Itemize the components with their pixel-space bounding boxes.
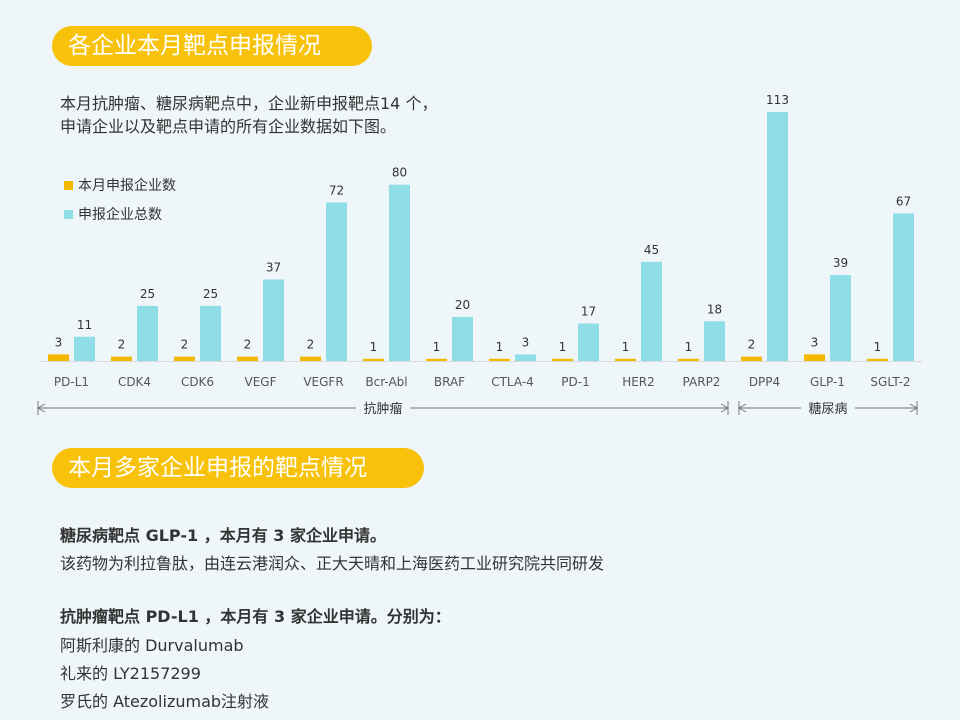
bar-monthly	[615, 358, 636, 361]
bar-value-label: 17	[581, 305, 596, 319]
bar-value-label: 2	[307, 338, 315, 352]
bar-monthly	[174, 356, 195, 361]
bar-monthly	[237, 356, 258, 361]
bar-value-label: 1	[874, 340, 882, 354]
bar-total	[200, 305, 221, 361]
bar-value-label: 25	[203, 287, 218, 301]
bar-chart: 311PD-L1225CDK4225CDK6237VEGF272VEGFR180…	[36, 93, 922, 417]
group-label: 抗肿瘤	[363, 401, 402, 417]
bar-total	[830, 275, 851, 361]
bar-value-label: 113	[766, 93, 789, 107]
bar-monthly	[300, 356, 321, 361]
bar-value-label: 2	[748, 338, 756, 352]
bar-value-label: 25	[140, 287, 155, 301]
bar-monthly	[804, 354, 825, 361]
bar-monthly	[678, 358, 699, 361]
section-title-multi: 本月多家企业申报的靶点情况	[52, 448, 424, 488]
bar-value-label: 1	[496, 340, 504, 354]
bar-total	[137, 305, 158, 361]
bar-value-label: 3	[522, 335, 530, 349]
category-label: VEGFR	[303, 375, 343, 389]
bar-monthly	[552, 358, 573, 361]
bar-total	[389, 184, 410, 361]
intro-line-2: 申请企业以及靶点申请的所有企业数据如下图。	[60, 117, 397, 136]
pdl1-heading: 抗肿瘤靶点 PD-L1 ，本月有 3 家企业申请。分别为：	[60, 607, 451, 626]
bar-value-label: 72	[329, 183, 344, 197]
bar-value-label: 18	[707, 302, 722, 316]
section-title-targets: 各企业本月靶点申报情况	[52, 26, 372, 66]
bar-value-label: 80	[392, 166, 407, 180]
glp1-heading: 糖尿病靶点 GLP-1 ，本月有 3 家企业申请。	[60, 526, 386, 545]
bar-value-label: 1	[622, 340, 630, 354]
bar-value-label: 3	[811, 335, 819, 349]
pdl1-item: 礼来的 LY2157299	[60, 664, 201, 683]
category-label: PD-1	[561, 375, 589, 389]
category-label: BRAF	[434, 375, 465, 389]
bar-monthly	[426, 358, 447, 361]
category-label: GLP-1	[810, 375, 845, 389]
pdl1-item: 阿斯利康的 Durvalumab	[60, 636, 244, 655]
bar-total	[893, 213, 914, 361]
bar-value-label: 3	[55, 335, 63, 349]
category-label: CDK4	[118, 375, 151, 389]
bar-total	[704, 321, 725, 361]
bar-value-label: 37	[266, 260, 281, 274]
bar-monthly	[48, 354, 69, 361]
category-label: SGLT-2	[870, 375, 910, 389]
bar-value-label: 2	[118, 338, 126, 352]
legend-label: 申报企业总数	[78, 206, 162, 223]
bar-total	[767, 112, 788, 361]
bar-value-label: 2	[181, 338, 189, 352]
bar-value-label: 1	[433, 340, 441, 354]
bar-value-label: 20	[455, 298, 470, 312]
intro-line-1: 本月抗肿瘤、糖尿病靶点中，企业新申报靶点14 个，	[60, 94, 438, 113]
group-arrow-left	[36, 403, 46, 413]
bar-value-label: 1	[370, 340, 378, 354]
bar-value-label: 1	[559, 340, 567, 354]
bar-value-label: 67	[896, 194, 911, 208]
bar-monthly	[867, 358, 888, 361]
bar-total	[74, 336, 95, 361]
group-arrow-right	[720, 403, 730, 413]
legend-swatch	[64, 210, 73, 219]
group-arrow-left	[737, 403, 747, 413]
group-label: 糖尿病	[808, 401, 847, 417]
bar-value-label: 2	[244, 338, 252, 352]
category-label: DPP4	[749, 375, 780, 389]
bar-total	[263, 279, 284, 361]
category-label: VEGF	[245, 375, 277, 389]
category-label: PD-L1	[54, 375, 89, 389]
bar-total	[452, 316, 473, 361]
bar-monthly	[111, 356, 132, 361]
bar-monthly	[741, 356, 762, 361]
glp1-text: 该药物为利拉鲁肽，由连云港润众、正大天晴和上海医药工业研究院共同研发	[60, 554, 605, 573]
legend-label: 本月申报企业数	[78, 177, 176, 194]
bar-monthly	[489, 358, 510, 361]
bar-total	[326, 202, 347, 361]
category-label: CDK6	[181, 375, 214, 389]
bar-value-label: 39	[833, 256, 848, 270]
legend-swatch	[64, 181, 73, 190]
category-label: Bcr-Abl	[365, 375, 407, 389]
pdl1-item: 罗氏的 Atezolizumab注射液	[60, 692, 270, 711]
bar-total	[515, 354, 536, 361]
category-label: HER2	[622, 375, 655, 389]
group-arrow-right	[909, 403, 919, 413]
bar-monthly	[363, 358, 384, 361]
bar-value-label: 1	[685, 340, 693, 354]
category-label: PARP2	[683, 375, 721, 389]
category-label: CTLA-4	[491, 375, 534, 389]
bar-total	[578, 323, 599, 361]
bar-value-label: 11	[77, 318, 92, 332]
bar-value-label: 45	[644, 243, 659, 257]
bar-total	[641, 261, 662, 361]
